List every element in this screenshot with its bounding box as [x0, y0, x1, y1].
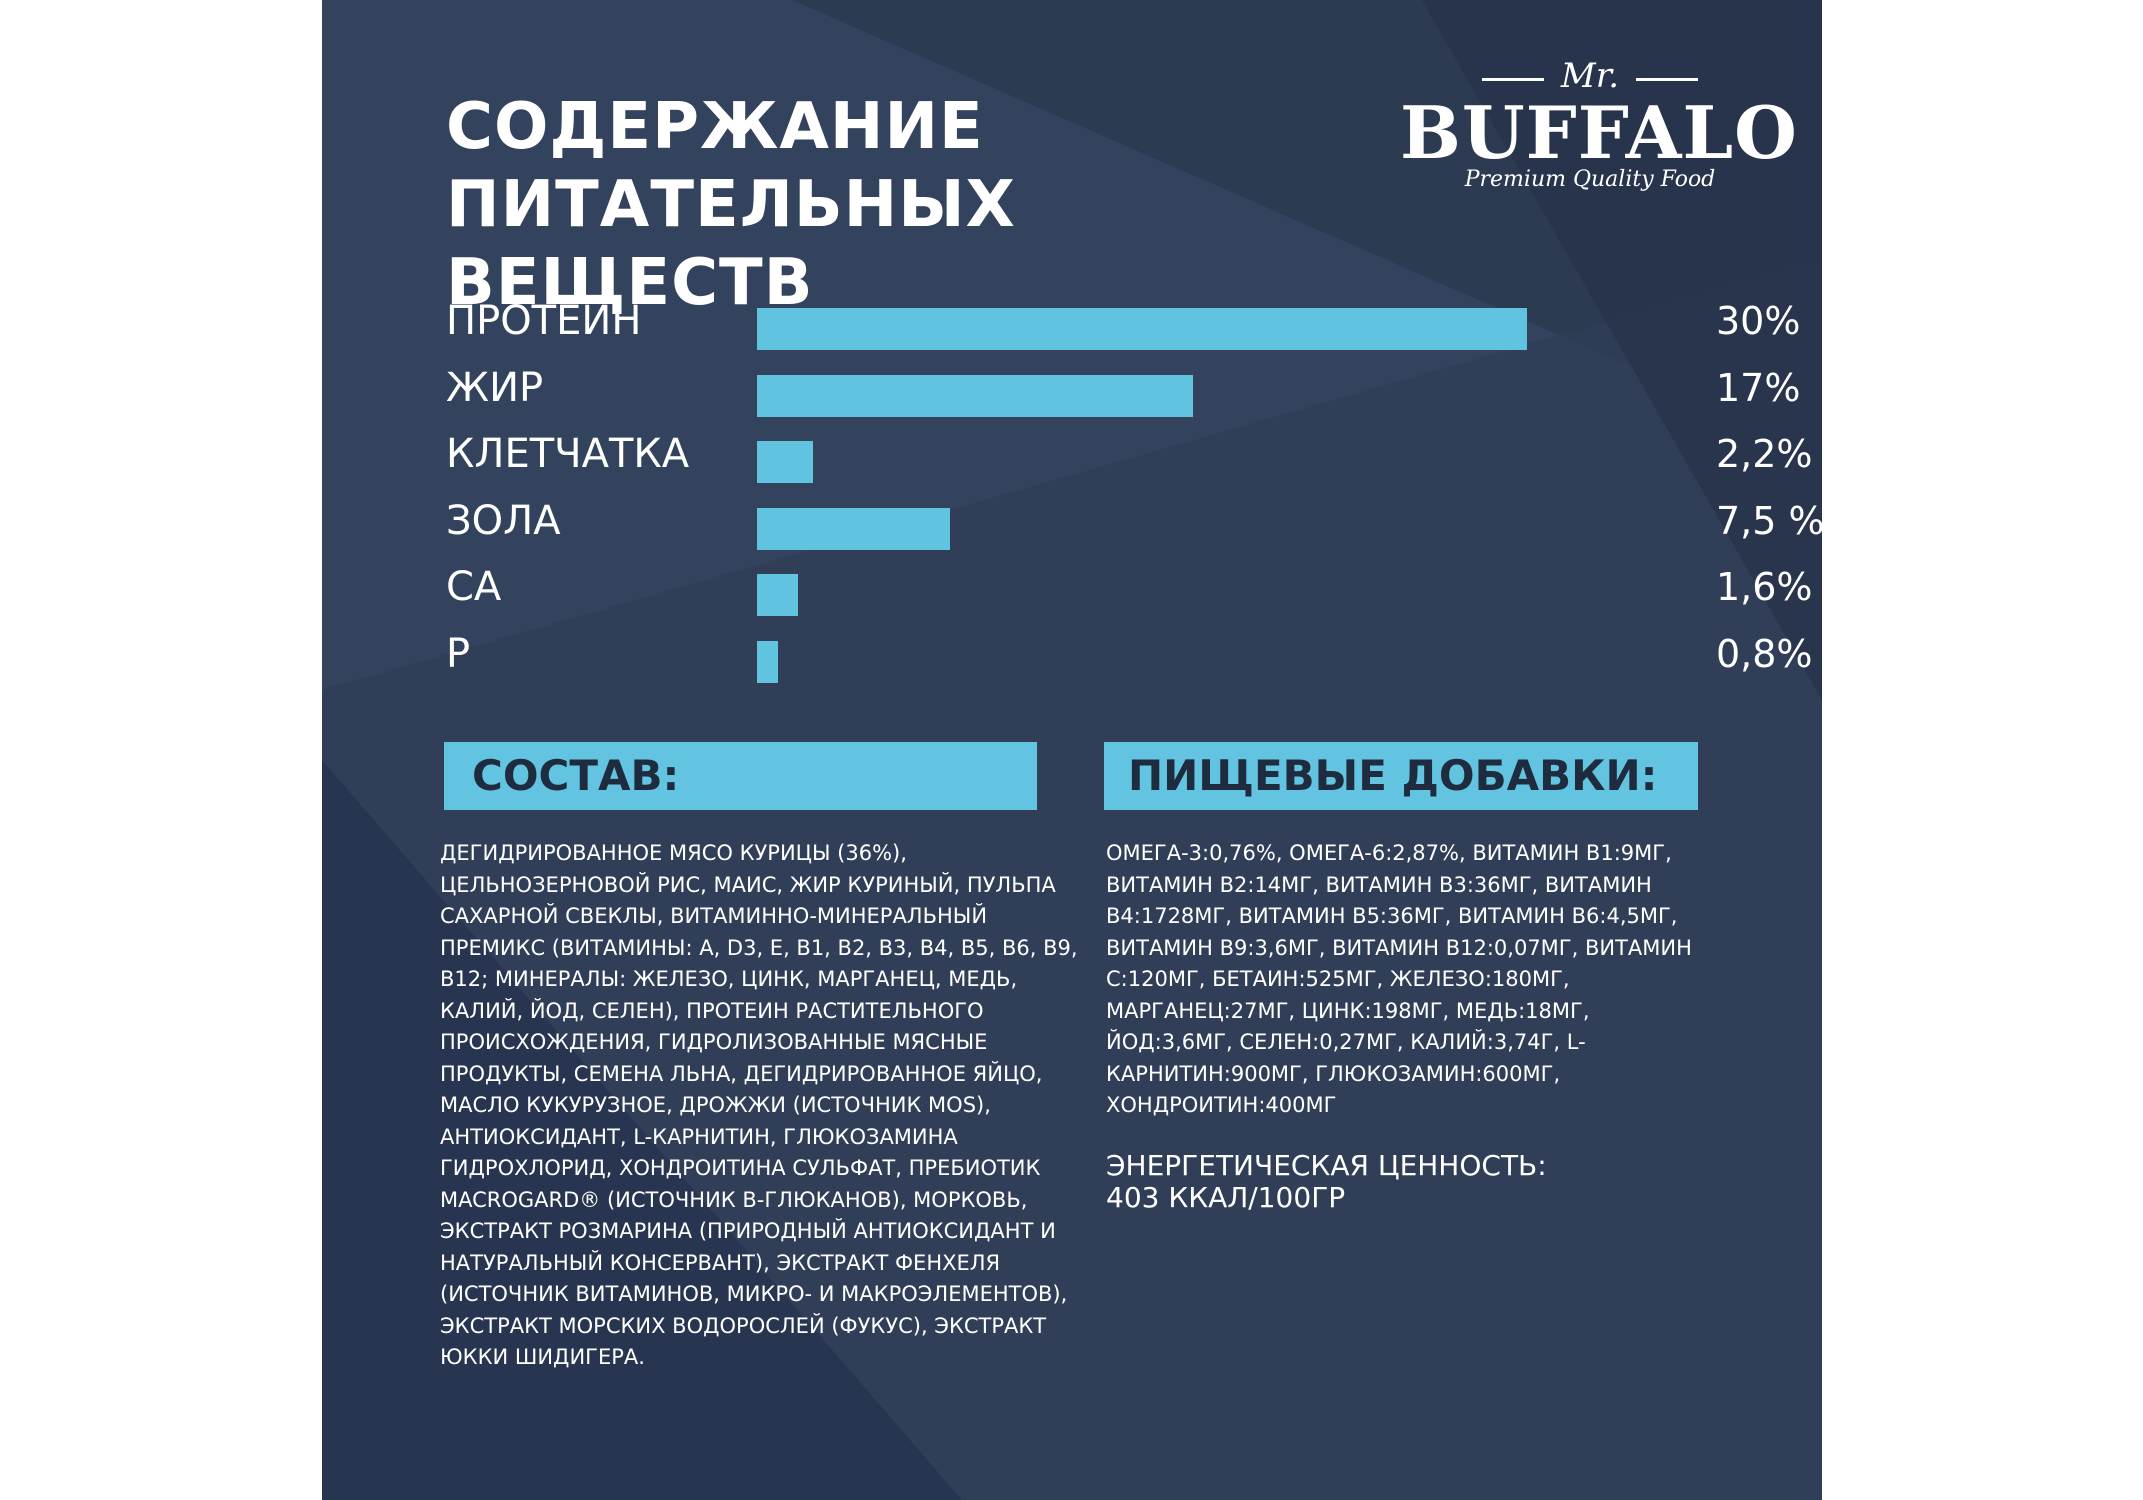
- page-title: СОДЕРЖАНИЕ ПИТАТЕЛЬНЫХ ВЕЩЕСТВ: [446, 88, 1346, 322]
- logo-tagline: Premium Quality Food: [1464, 167, 1716, 192]
- category-label: P: [446, 630, 471, 677]
- logo-brand: BUFFALO: [1400, 90, 1798, 175]
- bar: [757, 441, 814, 483]
- category-label: ПРОТЕИН: [446, 298, 642, 344]
- logo-prefix: Mr.: [1400, 56, 1780, 96]
- category-label: ЖИР: [446, 364, 544, 411]
- category-label: CA: [446, 564, 502, 610]
- title-line-2: ПИТАТЕЛЬНЫХ ВЕЩЕСТВ: [446, 168, 1016, 320]
- energy-label: ЭНЕРГЕТИЧЕСКАЯ ЦЕННОСТЬ:: [1106, 1149, 1547, 1182]
- value-label: 7,5 %: [1716, 498, 1822, 543]
- value-label: 1,6%: [1716, 565, 1813, 609]
- value-label: 17%: [1716, 365, 1801, 410]
- background-shapes: [322, 0, 1822, 1500]
- title-line-1: СОДЕРЖАНИЕ: [446, 90, 984, 164]
- composition-header: СОСТАВ:: [444, 742, 1037, 810]
- bar: [757, 640, 778, 683]
- nutrition-panel: СОДЕРЖАНИЕ ПИТАТЕЛЬНЫХ ВЕЩЕСТВ Mr. BUFFA…: [322, 0, 1822, 1500]
- additives-text: ОМЕГА-3:0,76%, ОМЕГА-6:2,87%, ВИТАМИН B1…: [1106, 841, 1692, 1117]
- energy-value-block: ЭНЕРГЕТИЧЕСКАЯ ЦЕННОСТЬ: 403 ККАЛ/100ГР: [1106, 1150, 1706, 1214]
- nutrient-bar-chart: ПРОТЕИН 30% ЖИР 17% КЛЕТЧАТКА 2,2% ЗОЛА 7,5 % CA…: [446, 296, 1822, 696]
- bar: [757, 574, 799, 616]
- bar: [757, 374, 1194, 417]
- brand-logo: Mr. BUFFALO Premium Quality Food: [1400, 56, 1798, 206]
- category-label: КЛЕТЧАТКА: [446, 431, 690, 477]
- bar: [757, 308, 1527, 350]
- value-label: 0,8%: [1716, 631, 1813, 676]
- composition-text: ДЕГИДРИРОВАННОЕ МЯСО КУРИЦЫ (36%), ЦЕЛЬН…: [440, 841, 1078, 1369]
- additives-header: ПИЩЕВЫЕ ДОБАВКИ:: [1104, 742, 1698, 810]
- bar: [757, 507, 950, 550]
- value-label: 2,2%: [1716, 432, 1813, 476]
- energy-value: 403 ККАЛ/100ГР: [1106, 1181, 1346, 1214]
- value-label: 30%: [1716, 299, 1801, 343]
- category-label: ЗОЛА: [446, 497, 561, 544]
